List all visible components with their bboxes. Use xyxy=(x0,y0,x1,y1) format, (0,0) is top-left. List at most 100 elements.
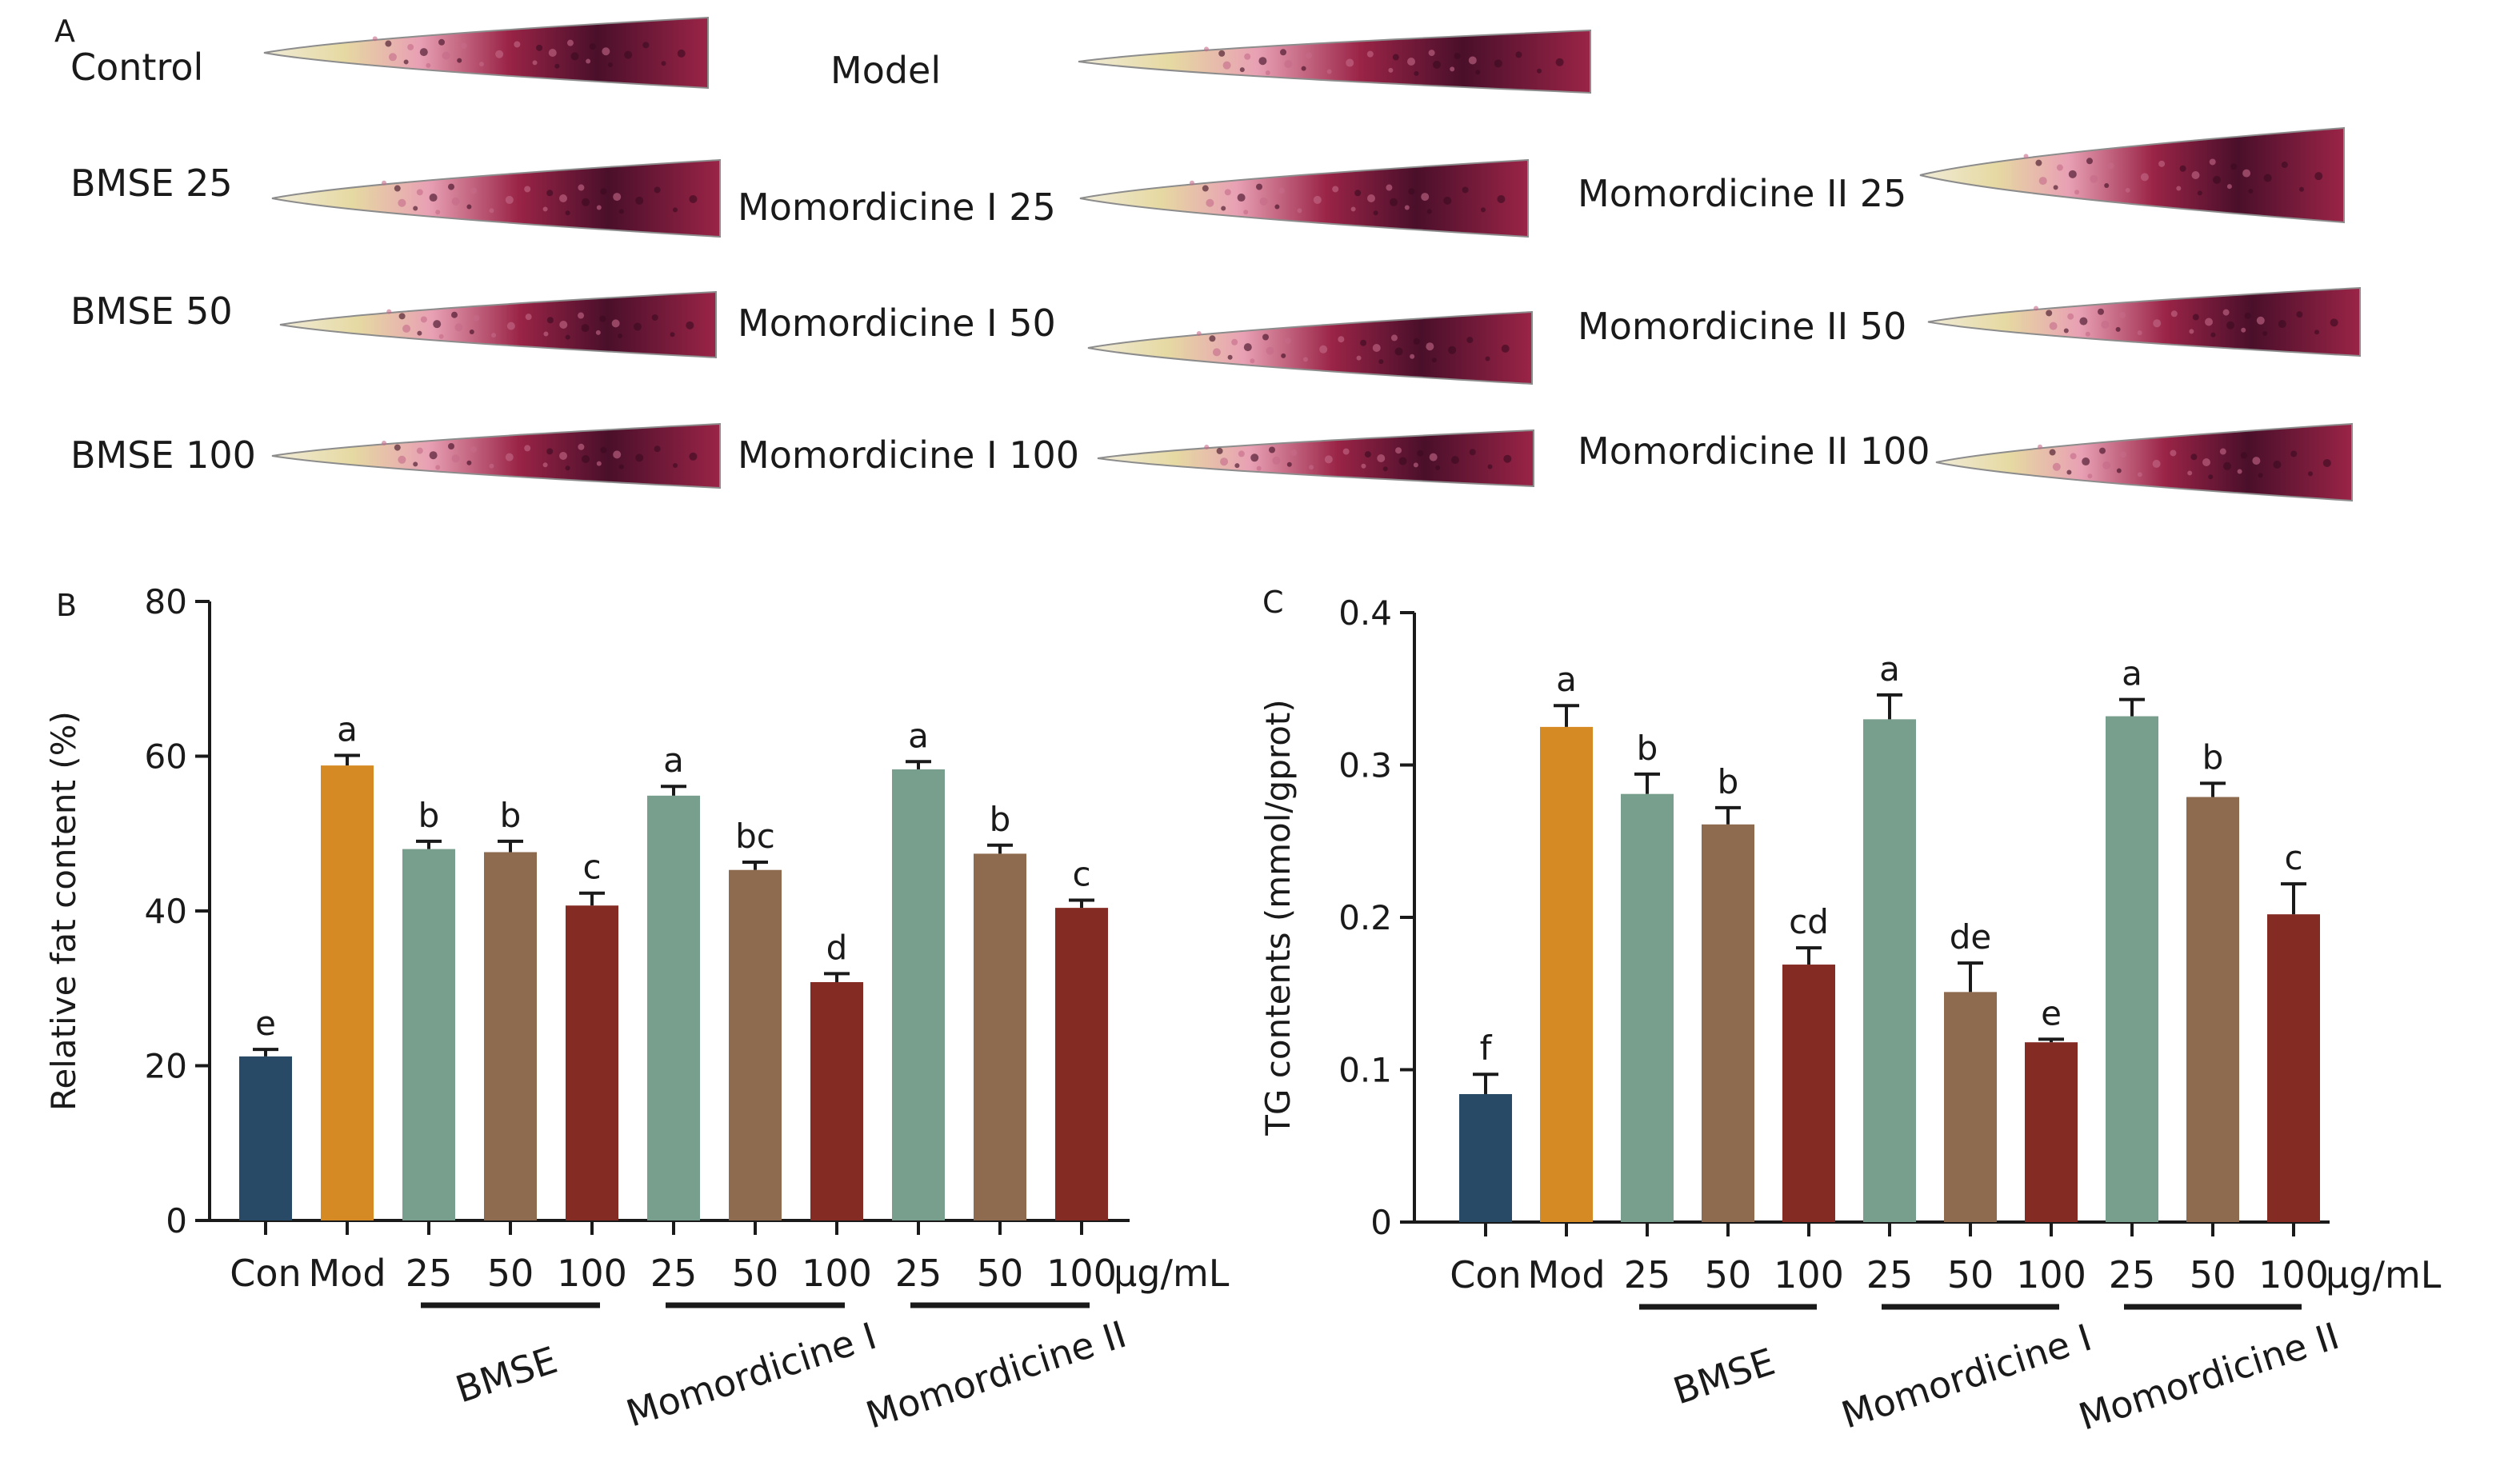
worm-labels: Control Model BMSE 25 Momordicine I 25 Momor… xyxy=(70,46,1930,477)
x-tick-label: 100 xyxy=(1046,1252,1117,1295)
bar xyxy=(1055,908,1108,1220)
significance-letter: c xyxy=(2284,838,2302,877)
worm-image xyxy=(1097,429,1534,488)
x-tick-label: 25 xyxy=(895,1252,942,1295)
x-tick-label: 25 xyxy=(1624,1253,1671,1296)
panel-a-letter: A xyxy=(54,14,75,49)
bar xyxy=(2186,797,2239,1222)
significance-letter: bc xyxy=(735,817,775,856)
x-tick-label: 50 xyxy=(732,1252,779,1295)
y-tick-label: 80 xyxy=(145,582,187,621)
bar xyxy=(2025,1042,2078,1222)
y-axis-label: TG contents (mmol/gprot) xyxy=(1258,699,1298,1136)
x-tick-label: 50 xyxy=(487,1252,534,1295)
y-tick-label: 0.2 xyxy=(1338,898,1392,937)
bar xyxy=(647,795,700,1220)
significance-letter: e xyxy=(2041,993,2062,1033)
x-tick-label: 25 xyxy=(2109,1253,2156,1296)
y-tick-label: 60 xyxy=(145,737,187,777)
bar xyxy=(1702,824,1754,1222)
panel-c-letter: C xyxy=(1262,585,1284,620)
significance-letter: de xyxy=(1950,917,1992,957)
worm-label: Momordicine II 50 xyxy=(1578,305,1906,348)
x-tick-label: 50 xyxy=(1705,1253,1752,1296)
x-tick-label: Con xyxy=(1450,1253,1521,1296)
significance-letter: b xyxy=(1718,762,1739,801)
y-tick-label: 0.1 xyxy=(1338,1051,1392,1090)
x-tick-label: Mod xyxy=(1527,1253,1605,1296)
worm-image xyxy=(1935,422,2353,502)
worm-image xyxy=(263,16,709,90)
bar xyxy=(1863,719,1916,1222)
bar xyxy=(1944,992,1997,1222)
significance-letter: a xyxy=(2122,654,2142,693)
significance-letter: a xyxy=(1556,660,1577,699)
significance-letter: a xyxy=(1879,649,1900,689)
x-tick-label: 100 xyxy=(1774,1253,1844,1296)
significance-letter: c xyxy=(582,848,601,887)
x-tick-label: 25 xyxy=(406,1252,453,1295)
worm-image xyxy=(279,290,717,359)
unit-label: μg/mL xyxy=(2326,1253,2442,1296)
worm-image xyxy=(271,158,721,238)
bar xyxy=(892,769,945,1220)
worm-image xyxy=(1079,158,1529,238)
group-label: BMSE xyxy=(450,1338,562,1411)
x-tick-label: 100 xyxy=(557,1252,627,1295)
worm-label: Momordicine I 25 xyxy=(738,186,1056,229)
worm-image xyxy=(1078,29,1591,94)
panel-b-letter: B xyxy=(56,588,77,623)
chart-b-fat-content: B 0 20 40 60 80 Relative fat content (%) e Con a… xyxy=(44,582,1230,1437)
worm-label: BMSE 50 xyxy=(70,290,233,333)
significance-letter: d xyxy=(826,928,848,967)
y-axis-label: Relative fat content (%) xyxy=(44,711,83,1111)
y-tick-label: 0.4 xyxy=(1338,593,1392,633)
bar xyxy=(484,852,537,1220)
worm-label: Control xyxy=(70,46,203,89)
x-tick-label: 50 xyxy=(1947,1253,1994,1296)
bar xyxy=(1782,965,1835,1222)
significance-letter: a xyxy=(908,716,929,755)
unit-label: μg/mL xyxy=(1114,1252,1230,1295)
worm-label: Momordicine II 25 xyxy=(1578,172,1906,215)
significance-letter: b xyxy=(418,796,440,835)
x-tick-label: 50 xyxy=(2190,1253,2237,1296)
y-tick-label: 0 xyxy=(1370,1203,1392,1242)
x-tick-label: 25 xyxy=(1866,1253,1914,1296)
significance-letter: e xyxy=(255,1004,276,1043)
chart-c-tg-contents: C 0 0.1 0.2 0.3 0.4 TG contents (mmol/gprot) f… xyxy=(1258,585,2442,1439)
group-label: BMSE xyxy=(1668,1340,1780,1412)
significance-letter: b xyxy=(2202,737,2224,777)
bar xyxy=(321,765,374,1220)
worm-label: Model xyxy=(830,49,941,92)
worm-image xyxy=(1919,126,2345,224)
y-tick-label: 20 xyxy=(145,1047,187,1086)
significance-letter: a xyxy=(337,710,358,749)
worm-label: Momordicine II 100 xyxy=(1578,429,1930,473)
worm-image xyxy=(1927,286,2361,358)
worm-images xyxy=(263,16,2361,502)
bar xyxy=(1540,726,1593,1222)
x-tick-label: Con xyxy=(230,1252,301,1295)
x-tick-label: 100 xyxy=(802,1252,872,1295)
significance-letter: cd xyxy=(1789,902,1829,941)
y-tick-label: 0.3 xyxy=(1338,746,1392,785)
y-tick-label: 0 xyxy=(166,1201,187,1240)
worm-label: BMSE 25 xyxy=(70,162,233,205)
significance-letter: a xyxy=(663,741,684,780)
group-label: Momordicine I xyxy=(1836,1316,2096,1437)
x-tick-label: 100 xyxy=(2258,1253,2329,1296)
group-label: Momordicine II xyxy=(861,1312,1131,1437)
significance-letter: b xyxy=(500,796,522,835)
bar xyxy=(2267,914,2320,1222)
bar xyxy=(239,1056,292,1220)
bar xyxy=(402,849,455,1220)
group-label: Momordicine II xyxy=(2074,1314,2344,1439)
x-tick-label: 25 xyxy=(650,1252,698,1295)
worm-label: Momordicine I 50 xyxy=(738,302,1056,345)
significance-letter: b xyxy=(990,800,1011,839)
significance-letter: b xyxy=(1637,729,1658,768)
y-tick-label: 40 xyxy=(145,892,187,931)
x-tick-label: 50 xyxy=(977,1252,1024,1295)
worm-image xyxy=(271,422,721,489)
